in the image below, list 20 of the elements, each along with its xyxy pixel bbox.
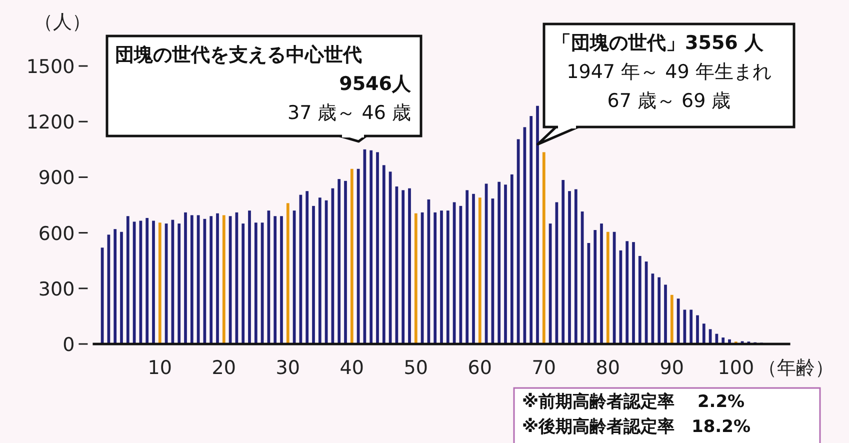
- x-tick-label: 60: [468, 357, 492, 379]
- x-tick-label: 10: [148, 357, 172, 379]
- y-tick-label: 900: [38, 167, 75, 190]
- y-tick-label: 600: [38, 222, 75, 245]
- annotation: 「団塊の世代」3556 人 1947 年～ 49 年生まれ 67 歳～ 69 歳: [552, 32, 772, 112]
- annotation: 団塊の世代を支える中心世代 9546人 37 歳～ 46 歳: [115, 44, 412, 124]
- x-tick-label: 90: [660, 357, 684, 379]
- x-axis-title: （年齢）: [758, 357, 834, 379]
- x-tick-label: 70: [532, 357, 556, 379]
- y-axis-title: （人）: [34, 11, 92, 33]
- y-tick-label: 1500: [26, 56, 75, 78]
- y-tick-label: 1200: [26, 112, 75, 134]
- y-tick-label: 0: [62, 334, 75, 356]
- x-tick-label: 40: [340, 357, 364, 379]
- x-tick-label: 30: [276, 357, 300, 379]
- x-tick-label: 100: [718, 357, 754, 379]
- x-tick-label: 20: [212, 357, 236, 379]
- x-tick-label: 50: [404, 357, 428, 379]
- x-tick-label: 80: [596, 357, 620, 379]
- y-tick-label: 300: [38, 278, 75, 300]
